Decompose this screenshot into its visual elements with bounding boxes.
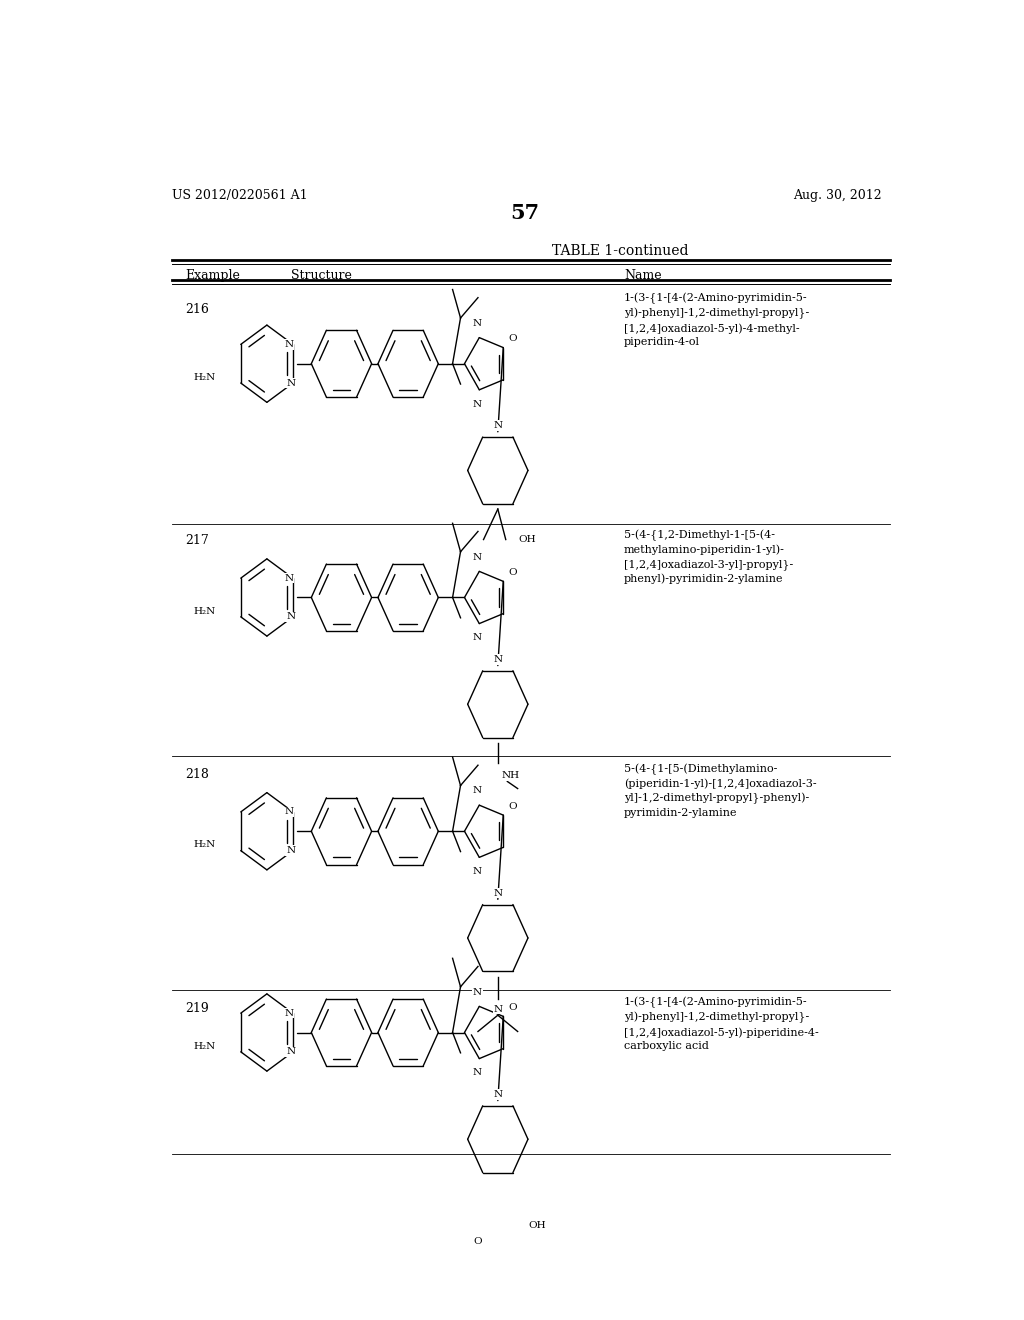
Text: N: N <box>473 400 482 409</box>
Text: N: N <box>494 1090 503 1100</box>
Text: Aug. 30, 2012: Aug. 30, 2012 <box>794 189 882 202</box>
Text: 1-(3-{1-[4-(2-Amino-pyrimidin-5-
yl)-phenyl]-1,2-dimethyl-propyl}-
[1,2,4]oxadia: 1-(3-{1-[4-(2-Amino-pyrimidin-5- yl)-phe… <box>624 293 809 347</box>
Text: H₂N: H₂N <box>194 606 216 615</box>
Text: N: N <box>473 1068 482 1077</box>
Text: N: N <box>473 553 482 561</box>
Text: H₂N: H₂N <box>194 1041 216 1051</box>
Text: N: N <box>285 574 294 582</box>
Text: 5-(4-{1-[5-(Dimethylamino-
(piperidin-1-yl)-[1,2,4]oxadiazol-3-
yl]-1,2-dimethyl: 5-(4-{1-[5-(Dimethylamino- (piperidin-1-… <box>624 763 816 817</box>
Text: 57: 57 <box>510 203 540 223</box>
Text: N: N <box>285 1008 294 1018</box>
Text: O: O <box>509 568 517 577</box>
Text: N: N <box>494 1005 503 1014</box>
Text: OH: OH <box>528 1221 546 1230</box>
Text: Name: Name <box>624 269 662 282</box>
Text: OH: OH <box>518 535 537 544</box>
Text: O: O <box>509 334 517 343</box>
Text: N: N <box>285 341 294 348</box>
Text: 218: 218 <box>185 768 209 781</box>
Text: H₂N: H₂N <box>194 841 216 849</box>
Text: N: N <box>286 1047 295 1056</box>
Text: N: N <box>286 846 295 855</box>
Text: 5-(4-{1,2-Dimethyl-1-[5-(4-
methylamino-piperidin-1-yl)-
[1,2,4]oxadiazol-3-yl]-: 5-(4-{1,2-Dimethyl-1-[5-(4- methylamino-… <box>624 529 794 583</box>
Text: Example: Example <box>185 269 240 282</box>
Text: 219: 219 <box>185 1002 209 1015</box>
Text: N: N <box>473 787 482 796</box>
Text: N: N <box>286 379 295 388</box>
Text: N: N <box>473 318 482 327</box>
Text: N: N <box>285 808 294 817</box>
Text: O: O <box>509 801 517 810</box>
Text: N: N <box>473 867 482 876</box>
Text: NH: NH <box>502 771 520 780</box>
Text: US 2012/0220561 A1: US 2012/0220561 A1 <box>172 189 307 202</box>
Text: 1-(3-{1-[4-(2-Amino-pyrimidin-5-
yl)-phenyl]-1,2-dimethyl-propyl}-
[1,2,4]oxadia: 1-(3-{1-[4-(2-Amino-pyrimidin-5- yl)-phe… <box>624 997 819 1052</box>
Text: O: O <box>509 1003 517 1012</box>
Text: N: N <box>473 987 482 997</box>
Text: O: O <box>474 1237 482 1246</box>
Text: N: N <box>494 655 503 664</box>
Text: TABLE 1-continued: TABLE 1-continued <box>552 244 688 257</box>
Text: N: N <box>473 634 482 643</box>
Text: Structure: Structure <box>291 269 351 282</box>
Text: 217: 217 <box>185 535 209 548</box>
Text: N: N <box>494 421 503 430</box>
Text: 216: 216 <box>185 302 209 315</box>
Text: N: N <box>286 612 295 622</box>
Text: N: N <box>494 888 503 898</box>
Text: H₂N: H₂N <box>194 372 216 381</box>
